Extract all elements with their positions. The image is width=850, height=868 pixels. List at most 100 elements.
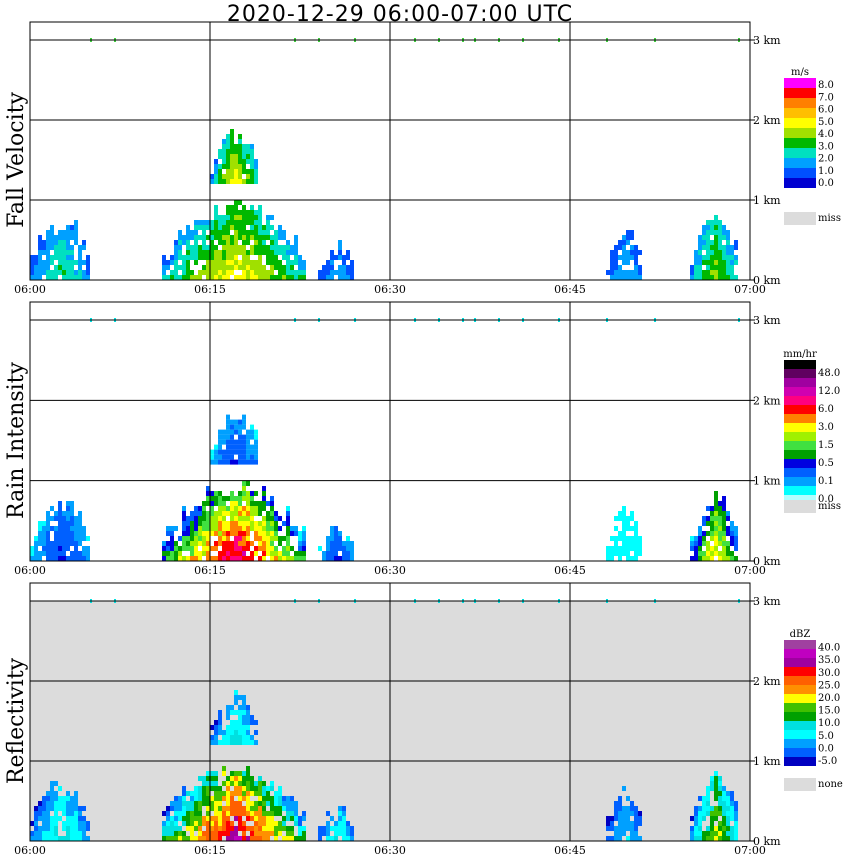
data-pixel [706, 801, 710, 806]
data-pixel [166, 541, 170, 546]
data-pixel [250, 154, 254, 159]
data-pixel [710, 240, 714, 245]
data-pixel [86, 821, 90, 826]
data-pixel [278, 270, 282, 275]
data-pixel [266, 796, 270, 801]
data-pixel [226, 796, 230, 801]
data-pixel [722, 230, 726, 235]
data-pixel [334, 526, 338, 531]
data-pixel [46, 245, 50, 250]
data-pixel [238, 225, 242, 230]
data-pixel [202, 836, 206, 841]
data-pixel [698, 270, 702, 275]
data-pixel [214, 164, 218, 169]
data-pixel [258, 215, 262, 220]
data-pixel [230, 449, 234, 455]
data-pixel [714, 250, 718, 255]
data-pixel [338, 245, 342, 250]
data-pixel [270, 816, 274, 821]
data-pixel [34, 275, 38, 280]
data-pixel [694, 831, 698, 836]
data-pixel [42, 826, 46, 831]
data-pixel [246, 240, 250, 245]
data-pixel [170, 831, 174, 836]
data-pixel [326, 551, 330, 556]
data-pixel [270, 831, 274, 836]
data-pixel [246, 235, 250, 240]
data-pixel [54, 235, 58, 240]
data-pixel [294, 801, 298, 806]
data-pixel [74, 801, 78, 806]
data-pixel [258, 776, 262, 781]
data-pixel [230, 154, 234, 159]
data-pixel [718, 541, 722, 546]
data-pixel [58, 536, 62, 541]
data-pixel [242, 240, 246, 245]
data-pixel [722, 275, 726, 280]
data-pixel [234, 154, 238, 159]
data-pixel [266, 230, 270, 235]
data-pixel [226, 801, 230, 806]
data-pixel [350, 556, 354, 561]
data-pixel [226, 419, 230, 425]
data-pixel [262, 225, 266, 230]
rain-intensity-rain-cell [606, 506, 642, 561]
data-pixel [38, 816, 42, 821]
data-pixel [718, 265, 722, 270]
data-pixel [30, 255, 34, 260]
data-pixel [50, 526, 54, 531]
data-pixel [46, 536, 50, 541]
data-pixel [226, 220, 230, 225]
data-pixel [210, 521, 214, 526]
data-pixel [722, 235, 726, 240]
data-pixel [334, 270, 338, 275]
data-pixel [74, 826, 78, 831]
data-pixel [58, 836, 62, 841]
data-pixel [254, 806, 258, 811]
data-pixel [186, 531, 190, 536]
data-pixel [250, 159, 254, 164]
data-pixel [250, 429, 254, 435]
data-pixel [46, 260, 50, 265]
data-pixel [242, 454, 246, 460]
data-pixel [730, 270, 734, 275]
data-pixel [734, 831, 738, 836]
data-pixel [70, 811, 74, 816]
data-pixel [214, 230, 218, 235]
data-pixel [726, 230, 730, 235]
data-pixel [82, 531, 86, 536]
data-pixel [242, 260, 246, 265]
data-pixel [246, 459, 250, 465]
data-pixel [338, 806, 342, 811]
data-pixel [66, 516, 70, 521]
data-pixel [166, 826, 170, 831]
data-pixel [54, 265, 58, 270]
data-pixel [202, 245, 206, 250]
data-pixel [258, 501, 262, 506]
data-pixel [714, 215, 718, 220]
data-pixel [242, 444, 246, 450]
data-pixel [230, 740, 234, 745]
data-pixel [226, 836, 230, 841]
data-pixel [626, 546, 630, 551]
data-pixel [234, 526, 238, 531]
data-pixel [206, 816, 210, 821]
data-pixel [230, 240, 234, 245]
data-pixel [46, 806, 50, 811]
data-pixel [182, 275, 186, 280]
data-pixel [638, 836, 642, 841]
data-pixel [270, 786, 274, 791]
legend-swatch [784, 405, 816, 414]
data-pixel [226, 776, 230, 781]
data-pixel [270, 521, 274, 526]
data-pixel [186, 245, 190, 250]
data-pixel [226, 521, 230, 526]
data-pixel [614, 526, 618, 531]
data-pixel [710, 275, 714, 280]
data-pixel [730, 806, 734, 811]
data-pixel [698, 526, 702, 531]
data-pixel [298, 260, 302, 265]
data-pixel [250, 776, 254, 781]
data-pixel [254, 531, 258, 536]
data-pixel [718, 811, 722, 816]
